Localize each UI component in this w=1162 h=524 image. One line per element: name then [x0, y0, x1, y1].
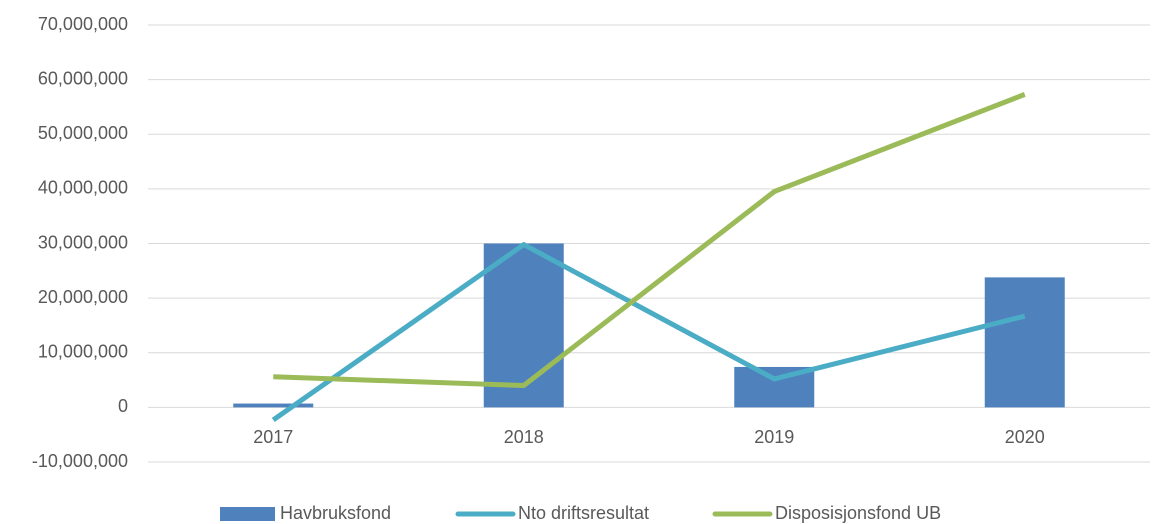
x-tick-label: 2017	[253, 427, 293, 447]
y-tick-label: -10,000,000	[32, 451, 128, 471]
y-tick-label: 70,000,000	[38, 14, 128, 34]
legend-label: Nto driftsresultat	[518, 503, 649, 523]
x-tick-label: 2019	[754, 427, 794, 447]
bar	[233, 403, 314, 408]
x-tick-label: 2018	[504, 427, 544, 447]
line	[273, 92, 1026, 389]
y-tick-label: 0	[118, 396, 128, 416]
y-tick-label: 30,000,000	[38, 232, 128, 252]
y-tick-label: 60,000,000	[38, 68, 128, 88]
bar	[483, 243, 564, 408]
legend-swatch	[220, 507, 275, 521]
legend-label: Disposisjonsfond UB	[775, 503, 941, 523]
y-tick-label: 40,000,000	[38, 178, 128, 198]
legend-label: Havbruksfond	[280, 503, 391, 523]
line	[271, 242, 1026, 422]
y-tick-label: 50,000,000	[38, 123, 128, 143]
y-tick-label: 10,000,000	[38, 342, 128, 362]
x-tick-label: 2020	[1005, 427, 1045, 447]
y-tick-label: 20,000,000	[38, 287, 128, 307]
bar	[984, 277, 1065, 408]
